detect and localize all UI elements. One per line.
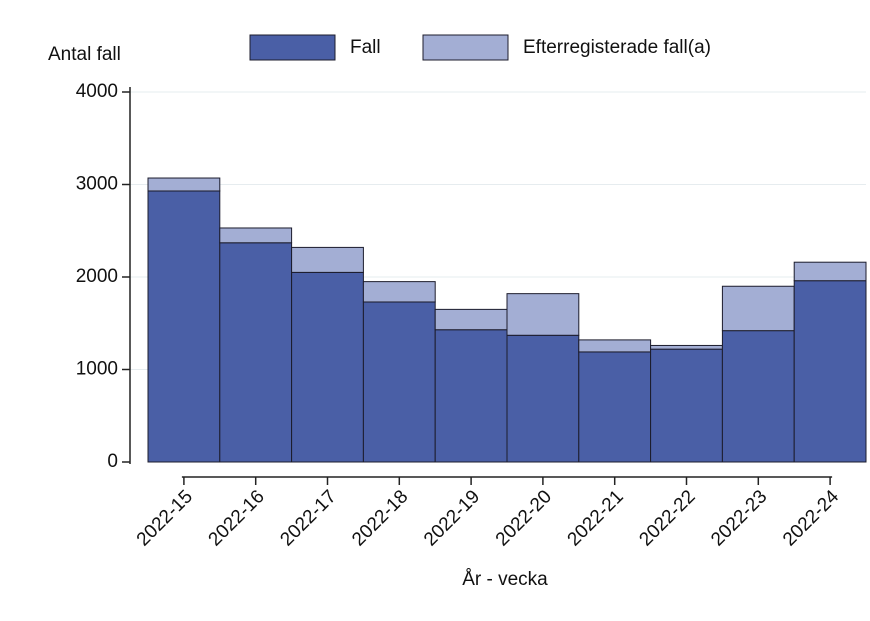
legend-swatch (422, 34, 509, 61)
x-axis-title: År - vecka (462, 569, 548, 590)
bar-segment (793, 280, 867, 463)
x-tick-label: 2022-22 (635, 486, 699, 550)
x-tick-label: 2022-15 (133, 486, 197, 550)
x-tick-label: 2022-21 (564, 486, 628, 550)
y-tick-label: 2000 (76, 266, 118, 287)
y-tick-label: 1000 (76, 359, 118, 380)
y-tick-label: 4000 (76, 81, 118, 102)
bar-segment (219, 242, 293, 463)
y-tick-label: 3000 (76, 174, 118, 195)
bar-segment (793, 261, 867, 282)
x-tick-label: 2022-17 (276, 486, 340, 550)
legend-label: Efterregisterade fall(a) (523, 37, 711, 58)
bar-segment (291, 246, 364, 273)
x-tick-label: 2022-16 (205, 486, 269, 550)
bar-segment (506, 334, 580, 463)
bar-segment (721, 330, 795, 463)
bar-segment (721, 285, 795, 332)
bar-segment (147, 177, 221, 192)
bar-segment (506, 293, 580, 336)
legend-swatch (249, 34, 336, 61)
bar-segment (219, 227, 293, 244)
legend-label: Fall (350, 37, 381, 58)
x-tick-label: 2022-20 (492, 486, 556, 550)
bar-segment (650, 348, 723, 463)
y-tick-label: 0 (107, 451, 118, 472)
bar-segment (578, 339, 652, 353)
bar-segment (578, 351, 652, 463)
x-tick-label: 2022-18 (348, 486, 412, 550)
bar-segment (434, 329, 508, 463)
x-tick-label: 2022-19 (420, 486, 484, 550)
bar-segment (291, 271, 364, 463)
bar-segment (362, 281, 436, 303)
bar-segment (362, 301, 436, 463)
bar-segment (650, 344, 723, 350)
bar-segment (434, 308, 508, 331)
y-axis-title: Antal fall (48, 44, 121, 65)
x-tick-label: 2022-24 (779, 486, 843, 550)
x-tick-label: 2022-23 (707, 486, 771, 550)
bar-segment (147, 190, 221, 463)
